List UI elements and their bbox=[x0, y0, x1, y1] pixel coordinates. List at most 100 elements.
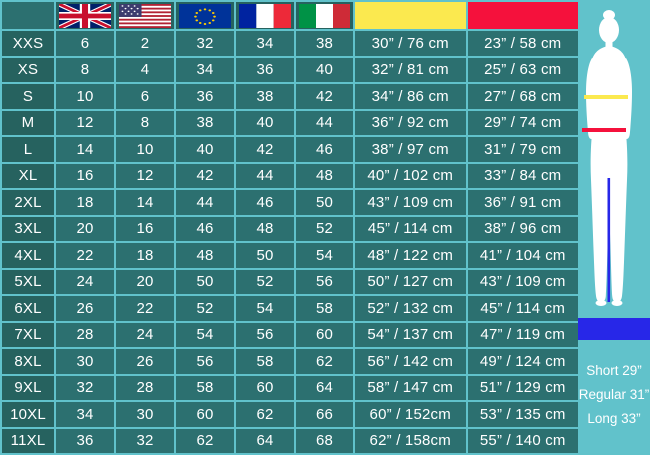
cell-waist: 23” / 58 cm bbox=[467, 31, 578, 56]
table-row: 3XL 20 16 46 48 52 45” / 114 cm 38” / 96 cm bbox=[2, 216, 578, 241]
cell-uk: 22 bbox=[56, 243, 114, 268]
table-row: 4XL 22 18 48 50 54 48” / 122 cm 41” / 104 cm bbox=[2, 243, 578, 268]
header-cell-eu bbox=[176, 2, 234, 29]
cell-fr: 48 bbox=[236, 216, 294, 241]
cell-uk: 32 bbox=[56, 375, 114, 400]
cell-eu: 54 bbox=[176, 322, 234, 347]
cell-eu: 36 bbox=[176, 84, 234, 109]
cell-us: 16 bbox=[116, 216, 174, 241]
cell-fr: 40 bbox=[236, 110, 294, 135]
cell-it: 48 bbox=[296, 163, 353, 188]
cell-eu: 60 bbox=[176, 402, 234, 427]
cell-bust: 34” / 86 cm bbox=[355, 84, 466, 109]
cell-bust: 40” / 102 cm bbox=[355, 163, 466, 188]
cell-fr: 64 bbox=[236, 428, 294, 453]
cell-waist: 53” / 135 cm bbox=[467, 402, 578, 427]
cell-size: 3XL bbox=[2, 216, 54, 241]
cell-waist: 41” / 104 cm bbox=[467, 243, 578, 268]
cell-size: XXS bbox=[2, 31, 54, 56]
cell-fr: 42 bbox=[236, 137, 294, 162]
header-cell-bust bbox=[355, 2, 466, 29]
header-cell-fr bbox=[236, 2, 294, 29]
cell-bust: 60” / 152cm bbox=[355, 402, 466, 427]
cell-us: 28 bbox=[116, 375, 174, 400]
cell-waist: 25” / 63 cm bbox=[467, 57, 578, 82]
cell-it: 42 bbox=[296, 84, 353, 109]
cell-fr: 34 bbox=[236, 31, 294, 56]
cell-eu: 42 bbox=[176, 163, 234, 188]
cell-size: 7XL bbox=[2, 322, 54, 347]
cell-bust: 62” / 158cm bbox=[355, 428, 466, 453]
cell-waist: 38” / 96 cm bbox=[467, 216, 578, 241]
cell-fr: 56 bbox=[236, 322, 294, 347]
cell-us: 2 bbox=[116, 31, 174, 56]
cell-waist: 49” / 124 cm bbox=[467, 349, 578, 374]
cell-it: 40 bbox=[296, 57, 353, 82]
cell-bust: 45” / 114 cm bbox=[355, 216, 466, 241]
cell-waist: 29” / 74 cm bbox=[467, 110, 578, 135]
cell-eu: 58 bbox=[176, 375, 234, 400]
cell-it: 54 bbox=[296, 243, 353, 268]
cell-eu: 44 bbox=[176, 190, 234, 215]
eu-flag-icon bbox=[179, 3, 231, 28]
cell-uk: 36 bbox=[56, 428, 114, 453]
cell-eu: 32 bbox=[176, 31, 234, 56]
table-row: M 12 8 38 40 44 36” / 92 cm 29” / 74 cm bbox=[2, 110, 578, 135]
cell-eu: 62 bbox=[176, 428, 234, 453]
header-cell-uk bbox=[56, 2, 114, 29]
italy-flag-icon bbox=[299, 3, 350, 28]
cell-us: 6 bbox=[116, 84, 174, 109]
cell-fr: 44 bbox=[236, 163, 294, 188]
cell-us: 8 bbox=[116, 110, 174, 135]
cell-eu: 38 bbox=[176, 110, 234, 135]
cell-eu: 40 bbox=[176, 137, 234, 162]
inseam-colour-bar bbox=[578, 318, 650, 340]
cell-size: XS bbox=[2, 57, 54, 82]
inseam-options-list: Short 29” Regular 31” Long 33” bbox=[578, 340, 650, 455]
france-flag-icon bbox=[239, 3, 291, 28]
cell-fr: 60 bbox=[236, 375, 294, 400]
cell-bust: 48” / 122 cm bbox=[355, 243, 466, 268]
cell-waist: 36” / 91 cm bbox=[467, 190, 578, 215]
cell-us: 32 bbox=[116, 428, 174, 453]
cell-fr: 62 bbox=[236, 402, 294, 427]
table-row: 10XL 34 30 60 62 66 60” / 152cm 53” / 135 cm bbox=[2, 402, 578, 427]
table-row: 9XL 32 28 58 60 64 58” / 147 cm 51” / 129 cm bbox=[2, 375, 578, 400]
table-row: 7XL 28 24 54 56 60 54” / 137 cm 47” / 119 cm bbox=[2, 322, 578, 347]
cell-waist: 51” / 129 cm bbox=[467, 375, 578, 400]
cell-it: 46 bbox=[296, 137, 353, 162]
cell-it: 52 bbox=[296, 216, 353, 241]
header-cell-us bbox=[116, 2, 174, 29]
cell-size: S bbox=[2, 84, 54, 109]
cell-fr: 38 bbox=[236, 84, 294, 109]
table-row: S 10 6 36 38 42 34” / 86 cm 27” / 68 cm bbox=[2, 84, 578, 109]
cell-uk: 24 bbox=[56, 269, 114, 294]
cell-eu: 46 bbox=[176, 216, 234, 241]
cell-it: 58 bbox=[296, 296, 353, 321]
cell-it: 50 bbox=[296, 190, 353, 215]
cell-bust: 32” / 81 cm bbox=[355, 57, 466, 82]
inseam-option-short: Short 29” bbox=[586, 363, 642, 378]
cell-size: 6XL bbox=[2, 296, 54, 321]
measurement-guide-panel: Short 29” Regular 31” Long 33” bbox=[578, 0, 650, 455]
cell-it: 38 bbox=[296, 31, 353, 56]
cell-us: 4 bbox=[116, 57, 174, 82]
cell-uk: 16 bbox=[56, 163, 114, 188]
cell-size: XL bbox=[2, 163, 54, 188]
cell-eu: 34 bbox=[176, 57, 234, 82]
cell-it: 62 bbox=[296, 349, 353, 374]
cell-fr: 54 bbox=[236, 296, 294, 321]
inseam-option-long: Long 33” bbox=[587, 411, 641, 426]
cell-waist: 43” / 109 cm bbox=[467, 269, 578, 294]
cell-waist: 55” / 140 cm bbox=[467, 428, 578, 453]
cell-fr: 52 bbox=[236, 269, 294, 294]
cell-uk: 30 bbox=[56, 349, 114, 374]
body-figure-area bbox=[578, 0, 650, 315]
cell-eu: 56 bbox=[176, 349, 234, 374]
cell-waist: 27” / 68 cm bbox=[467, 84, 578, 109]
cell-it: 60 bbox=[296, 322, 353, 347]
cell-bust: 30” / 76 cm bbox=[355, 31, 466, 56]
cell-it: 56 bbox=[296, 269, 353, 294]
cell-us: 20 bbox=[116, 269, 174, 294]
